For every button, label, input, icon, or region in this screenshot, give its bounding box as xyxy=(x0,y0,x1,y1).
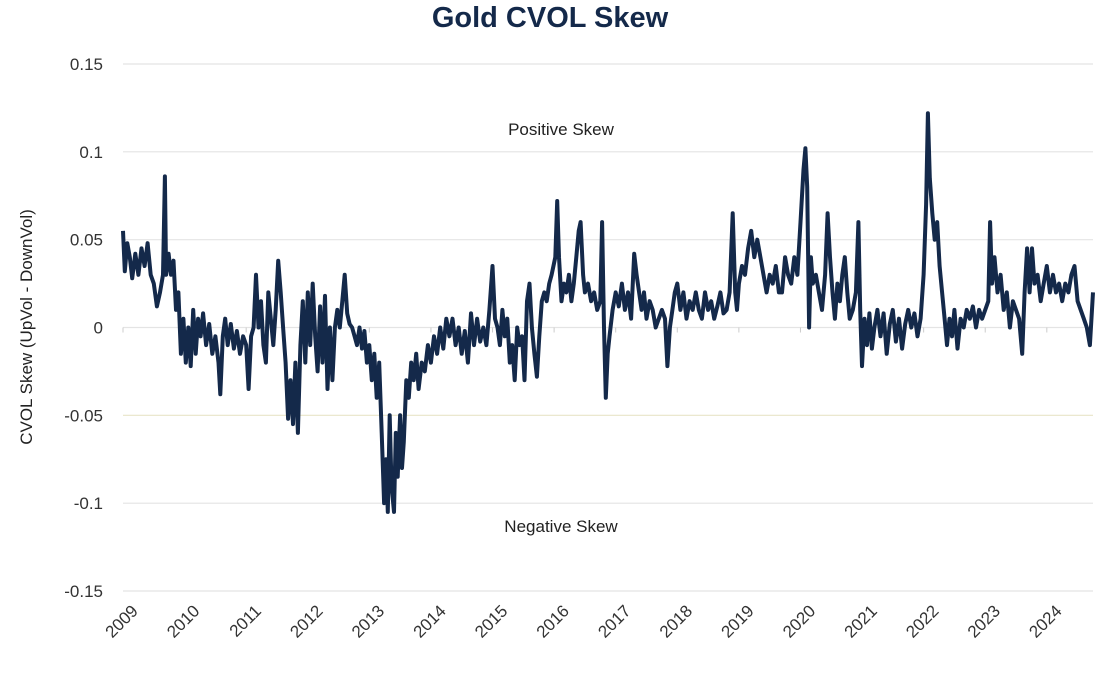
chart-title: Gold CVOL Skew xyxy=(431,2,669,34)
x-tick-label: 2013 xyxy=(348,601,388,641)
x-tick-label: 2016 xyxy=(533,601,573,641)
x-tick-label: 2019 xyxy=(718,601,758,641)
x-tick-label: 2014 xyxy=(410,601,450,641)
y-tick-label: 0.15 xyxy=(70,55,103,74)
y-tick-label: 0.1 xyxy=(79,143,103,162)
x-tick-label: 2022 xyxy=(902,601,942,641)
x-tick-label: 2011 xyxy=(226,601,265,640)
x-tick-label: 2023 xyxy=(964,601,1004,641)
y-tick-label: 0.05 xyxy=(70,231,103,250)
series-line xyxy=(121,111,1095,514)
y-tick-label: -0.1 xyxy=(74,494,103,513)
y-tick-label: 0 xyxy=(94,319,103,338)
y-axis-ticks: 0.15 0.1 0.05 0 -0.05 -0.1 -0.15 xyxy=(64,55,103,601)
y-tick-label: -0.05 xyxy=(64,406,103,425)
y-axis-label: CVOL Skew (UpVol - DownVol) xyxy=(17,209,36,445)
x-axis-ticks: 2009 2010 2011 2012 2013 2014 2015 2016 2017 2018… xyxy=(102,601,1066,641)
annotation-negative-skew: Negative Skew xyxy=(504,517,618,536)
annotation-positive-skew: Positive Skew xyxy=(508,120,615,139)
x-tick-label: 2017 xyxy=(594,601,634,641)
x-tick-label: 2012 xyxy=(286,601,326,641)
x-tick-label: 2009 xyxy=(102,601,142,641)
x-tick-label: 2018 xyxy=(656,601,696,641)
y-tick-label: -0.15 xyxy=(64,582,103,601)
x-tick-label: 2010 xyxy=(163,601,203,641)
x-tick-label: 2021 xyxy=(841,601,881,641)
x-tick-label: 2020 xyxy=(779,601,819,641)
x-tick-label: 2015 xyxy=(471,601,511,641)
x-tick-label: 2024 xyxy=(1025,601,1065,641)
